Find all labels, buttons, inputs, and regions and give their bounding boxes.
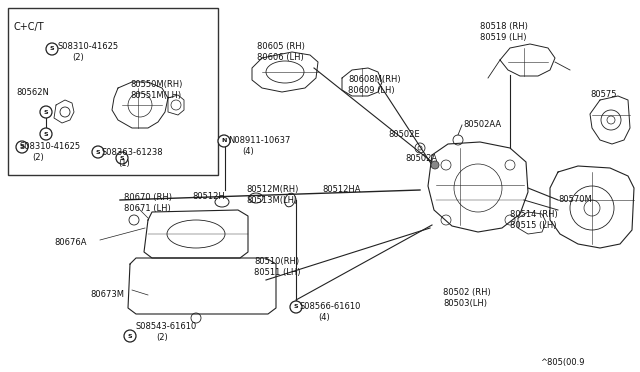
Text: (2): (2) [32, 153, 44, 162]
Text: 80606 (LH): 80606 (LH) [257, 53, 304, 62]
Text: (1): (1) [118, 159, 130, 168]
Circle shape [40, 128, 52, 140]
Text: N08911-10637: N08911-10637 [228, 136, 291, 145]
Text: S: S [20, 144, 24, 150]
Text: 80503(LH): 80503(LH) [443, 299, 487, 308]
Text: 80605 (RH): 80605 (RH) [257, 42, 305, 51]
Text: 80676A: 80676A [54, 238, 86, 247]
Text: 80519 (LH): 80519 (LH) [480, 33, 527, 42]
Text: 80502 (RH): 80502 (RH) [443, 288, 491, 297]
Text: N: N [221, 138, 227, 144]
Text: S: S [128, 334, 132, 339]
Text: 80512HA: 80512HA [322, 185, 360, 194]
Text: C+C/T: C+C/T [14, 22, 45, 32]
Text: S08310-41625: S08310-41625 [58, 42, 119, 51]
Text: 80671 (LH): 80671 (LH) [124, 204, 171, 213]
Text: 80510(RH): 80510(RH) [254, 257, 299, 266]
Text: 80550M(RH): 80550M(RH) [130, 80, 182, 89]
Text: (2): (2) [72, 53, 84, 62]
Text: S: S [44, 109, 48, 115]
Text: 80570M: 80570M [558, 195, 592, 204]
Circle shape [124, 330, 136, 342]
Text: (4): (4) [318, 313, 330, 322]
Text: S08310-41625: S08310-41625 [20, 142, 81, 151]
Text: S08543-61610: S08543-61610 [136, 322, 197, 331]
Text: 80551M(LH): 80551M(LH) [130, 91, 181, 100]
Text: 80502E: 80502E [388, 130, 420, 139]
Circle shape [290, 301, 302, 313]
Text: 80608M(RH): 80608M(RH) [348, 75, 401, 84]
Text: (4): (4) [242, 147, 253, 156]
Text: 80514 (RH): 80514 (RH) [510, 210, 557, 219]
Circle shape [92, 146, 104, 158]
Text: 80609 (LH): 80609 (LH) [348, 86, 395, 95]
Circle shape [16, 141, 28, 153]
Circle shape [40, 106, 52, 118]
Circle shape [431, 161, 439, 169]
Text: (2): (2) [156, 333, 168, 342]
Text: 80502A: 80502A [405, 154, 437, 163]
Circle shape [46, 43, 58, 55]
Text: 80575: 80575 [590, 90, 616, 99]
Text: S: S [96, 150, 100, 154]
Text: 80511 (LH): 80511 (LH) [254, 268, 301, 277]
FancyBboxPatch shape [8, 8, 218, 175]
Text: S08566-61610: S08566-61610 [300, 302, 362, 311]
Text: 80562N: 80562N [16, 88, 49, 97]
Text: 80502AA: 80502AA [463, 120, 501, 129]
Text: 80515 (LH): 80515 (LH) [510, 221, 557, 230]
Text: 80513M(LH): 80513M(LH) [246, 196, 297, 205]
Text: S08363-61238: S08363-61238 [102, 148, 164, 157]
Text: 80518 (RH): 80518 (RH) [480, 22, 528, 31]
Text: 80512H: 80512H [192, 192, 225, 201]
Text: 80512M(RH): 80512M(RH) [246, 185, 298, 194]
Text: S: S [294, 305, 298, 310]
Text: S: S [50, 46, 54, 51]
Text: 80670 (RH): 80670 (RH) [124, 193, 172, 202]
Text: S: S [44, 131, 48, 137]
Text: S: S [120, 155, 124, 160]
Text: ^805(00.9: ^805(00.9 [540, 358, 584, 367]
Circle shape [116, 152, 128, 164]
Circle shape [218, 135, 230, 147]
Text: 80673M: 80673M [90, 290, 124, 299]
